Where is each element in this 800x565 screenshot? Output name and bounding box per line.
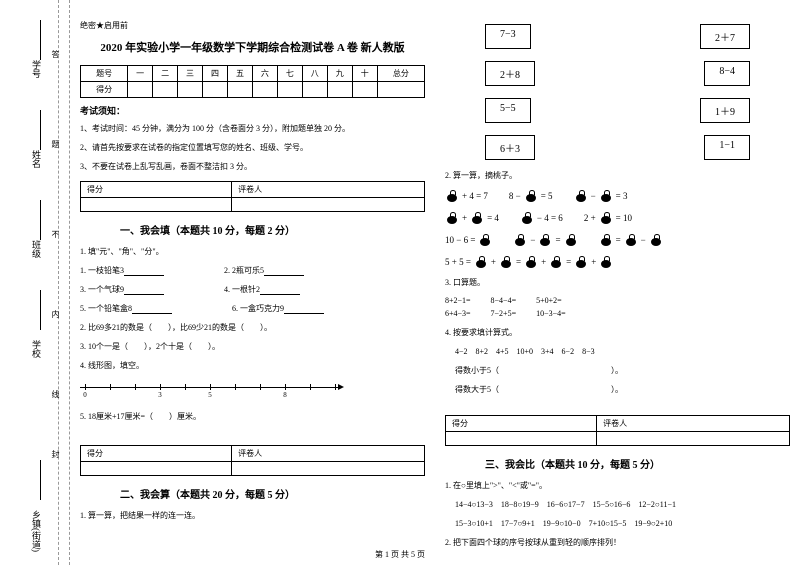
score-table: 题号 一 二 三 四 五 六 七 八 九 十 总分 得分 — [80, 65, 425, 98]
calc-box-row: 7−3 2＋7 — [485, 24, 750, 49]
peach-icon — [445, 212, 459, 224]
dashed-line — [58, 0, 59, 565]
score-row-label: 得分 — [81, 82, 128, 98]
peach-icon — [599, 212, 613, 224]
peach-icon — [649, 234, 663, 246]
grader-table: 得分评卷人 — [80, 181, 425, 212]
q3: 3. 10个一是（ ），2个十是（ ）。 — [80, 341, 425, 352]
calc-box: 1＋9 — [700, 98, 750, 123]
peach-icon — [574, 190, 588, 202]
instructions-title: 考试须知： — [80, 104, 425, 117]
exam-title: 2020 年实验小学一年级数学下学期综合检测试卷 A 卷 新人教版 — [80, 39, 425, 55]
page-content: 绝密★启用前 2020 年实验小学一年级数学下学期综合检测试卷 A 卷 新人教版… — [80, 20, 790, 550]
peach-icon — [599, 234, 613, 246]
peach-icon — [474, 256, 488, 268]
left-column: 绝密★启用前 2020 年实验小学一年级数学下学期综合检测试卷 A 卷 新人教版… — [80, 20, 425, 550]
binding-sidebar: 学号 答 姓名 题 班级 不 学校 内 线 封 乡镇(街道) — [0, 0, 70, 565]
peach-icon — [470, 212, 484, 224]
peach-icon — [599, 256, 613, 268]
section2-title: 二、我会算（本题共 20 分，每题 5 分） — [120, 486, 425, 501]
s2q1: 1. 算一算，把结果一样的连一连。 — [80, 510, 425, 521]
peach-icon — [549, 256, 563, 268]
calc-box: 7−3 — [485, 24, 531, 49]
s2q4: 4. 按要求填计算式。 — [445, 327, 790, 338]
peach-icon — [599, 190, 613, 202]
side-label-class: 班级 — [30, 240, 43, 258]
section1-title: 一、我会填（本题共 10 分，每题 2 分） — [120, 222, 425, 237]
instruction-item: 1、考试时间：45 分钟，满分为 100 分（含卷面分 3 分），附加题单独 2… — [80, 123, 425, 134]
side-note: 答 — [50, 50, 61, 58]
right-column: 7−3 2＋7 2＋8 8−4 5−5 1＋9 6＋3 1−1 2. 算一算，摘… — [445, 20, 790, 550]
q4: 4. 线形图，填空。 — [80, 360, 425, 371]
peach-icon — [478, 234, 492, 246]
peach-icon — [564, 234, 578, 246]
secret-label: 绝密★启用前 — [80, 20, 425, 31]
peach-icon — [524, 256, 538, 268]
grader-table: 得分评卷人 — [80, 445, 425, 476]
peach-equation-row: + 4 = 7 8 −= 5 −= 3 — [445, 190, 790, 202]
q1: 1. 填"元"、"角"、"分"。 — [80, 246, 425, 257]
q5: 5. 18厘米+17厘米=（ ）厘米。 — [80, 411, 425, 422]
side-note: 线 — [50, 390, 61, 398]
side-label-town: 乡镇(街道) — [30, 510, 43, 552]
peach-icon — [574, 256, 588, 268]
calc-box: 8−4 — [704, 61, 750, 86]
peach-icon — [499, 256, 513, 268]
calc-box: 6＋3 — [485, 135, 535, 160]
side-note: 内 — [50, 310, 61, 318]
s2q3: 3. 口算题。 — [445, 277, 790, 288]
section3-title: 三、我会比（本题共 10 分，每题 5 分） — [485, 456, 790, 471]
side-label-name: 姓名 — [30, 150, 43, 168]
side-note: 题 — [50, 140, 61, 148]
peach-icon — [524, 190, 538, 202]
side-label-id: 学号 — [30, 60, 43, 78]
peach-icon — [520, 212, 534, 224]
side-label-school: 学校 — [30, 340, 43, 358]
calc-box: 5−5 — [485, 98, 531, 123]
calc-box: 2＋8 — [485, 61, 535, 86]
arrow-icon — [338, 384, 344, 390]
oral-calc: 8+2−1= 8−4−4= 5+0+2= 6+4−3= 7−2+5= 10−3−… — [445, 294, 790, 321]
peach-icon — [445, 190, 459, 202]
grader-table: 得分评卷人 — [445, 415, 790, 446]
s2q2: 2. 算一算，摘桃子。 — [445, 170, 790, 181]
q2: 2. 比69多21的数是（ ），比69少21的数是（ ）。 — [80, 322, 425, 333]
side-note: 封 — [50, 450, 61, 458]
s3q2: 2. 把下面四个球的序号按球从重到轻的顺序排列！ — [445, 537, 790, 548]
peach-icon — [538, 234, 552, 246]
peach-icon — [513, 234, 527, 246]
calc-box: 1−1 — [704, 135, 750, 160]
peach-icon — [624, 234, 638, 246]
side-note: 不 — [50, 230, 61, 238]
page-footer: 第 1 页 共 5 页 — [0, 549, 800, 560]
s3q1: 1. 在○里填上">"、"<"或"="。 — [445, 480, 790, 491]
instruction-item: 3、不要在试卷上乱写乱画，卷面不整洁扣 3 分。 — [80, 161, 425, 172]
calc-box: 2＋7 — [700, 24, 750, 49]
instruction-item: 2、请首先按要求在试卷的指定位置填写您的姓名、班级、学号。 — [80, 142, 425, 153]
number-line: 0 3 5 8 — [80, 381, 360, 401]
score-header: 题号 — [81, 66, 128, 82]
